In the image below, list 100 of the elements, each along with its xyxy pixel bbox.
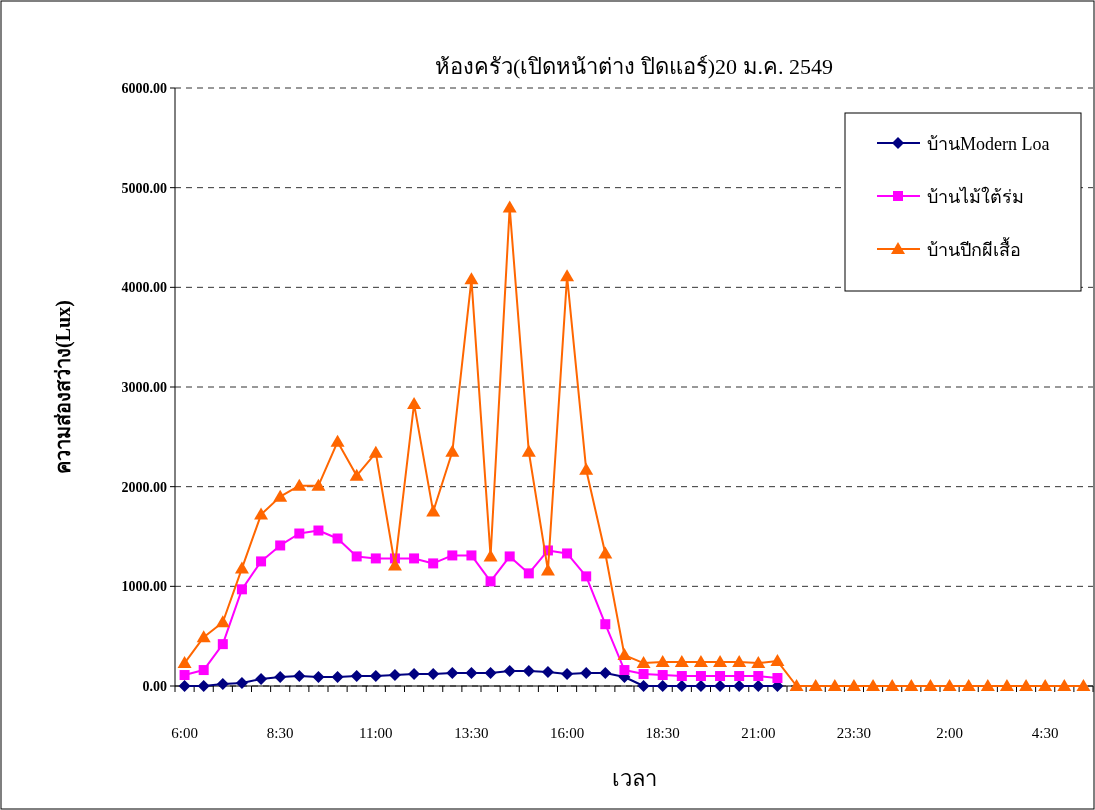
point <box>770 654 785 667</box>
point <box>311 478 326 491</box>
point <box>885 679 900 691</box>
point <box>656 680 669 692</box>
point <box>177 656 192 669</box>
point <box>695 671 706 682</box>
point <box>541 666 554 679</box>
point <box>751 656 766 669</box>
point <box>293 670 306 683</box>
point <box>866 679 881 691</box>
point <box>619 665 630 676</box>
point <box>637 680 650 692</box>
point <box>676 671 687 682</box>
x-tick-label: 11:00 <box>359 725 393 741</box>
point <box>312 671 325 684</box>
y-tick-label: 5000.00 <box>121 180 167 196</box>
legend-label: บ้านModern Loa <box>927 134 1050 154</box>
point <box>1038 679 1053 691</box>
chart-title: ห้องครัว(เปิดหน้าต่าง ปิดแอร์)20 ม.ค. 2549 <box>434 54 834 79</box>
point <box>713 655 728 668</box>
point <box>560 269 575 282</box>
point <box>504 551 515 562</box>
point <box>330 434 345 447</box>
point <box>313 525 324 536</box>
point <box>178 680 191 692</box>
point <box>599 667 612 680</box>
point <box>579 462 594 475</box>
point <box>198 665 209 676</box>
point <box>808 679 823 691</box>
point <box>846 679 861 691</box>
point <box>734 671 745 682</box>
x-axis-title: เวลา <box>611 766 657 791</box>
point <box>447 550 458 561</box>
point <box>446 667 459 680</box>
point <box>484 667 497 680</box>
point <box>827 679 842 691</box>
y-tick-label: 2000.00 <box>121 479 167 495</box>
point <box>561 668 574 681</box>
point <box>674 655 689 668</box>
point <box>617 648 632 661</box>
point <box>638 669 649 680</box>
y-tick-label: 1000.00 <box>121 579 167 595</box>
point <box>523 568 534 579</box>
point <box>179 670 190 681</box>
point <box>485 576 496 587</box>
x-tick-label: 6:00 <box>171 725 198 741</box>
point <box>562 548 573 559</box>
legend-label: บ้านไม้ใต้ร่ม <box>927 186 1024 207</box>
point <box>351 551 362 562</box>
point <box>999 679 1014 691</box>
point <box>388 669 401 682</box>
point <box>197 680 210 692</box>
x-tick-label: 4:30 <box>1031 725 1059 741</box>
point <box>483 549 498 562</box>
point <box>274 671 287 684</box>
point <box>217 639 228 650</box>
point <box>255 673 268 686</box>
point <box>502 200 517 213</box>
point <box>752 680 765 692</box>
point <box>904 679 919 691</box>
point <box>521 444 536 457</box>
point <box>693 655 708 668</box>
point <box>294 528 305 539</box>
point <box>715 671 726 682</box>
point <box>292 478 307 491</box>
point <box>598 546 613 559</box>
point <box>1076 679 1091 691</box>
point <box>540 563 555 576</box>
y-tick-label: 6000.00 <box>121 81 167 96</box>
point <box>445 444 460 457</box>
x-tick-label: 16:00 <box>549 725 585 741</box>
point <box>426 504 441 517</box>
y-tick-label: 3000.00 <box>121 380 167 395</box>
point <box>254 507 269 520</box>
point <box>503 665 516 678</box>
x-tick-label: 2:00 <box>936 725 963 741</box>
point <box>216 678 229 691</box>
point <box>600 619 611 630</box>
point <box>428 558 439 569</box>
point <box>407 396 422 409</box>
point <box>466 550 477 561</box>
point <box>370 553 381 564</box>
point <box>331 671 344 684</box>
point <box>215 615 230 628</box>
point <box>772 673 783 684</box>
y-axis-title: ความส่องสว่าง(Lux) <box>52 300 75 474</box>
x-tick-label: 21:00 <box>741 725 776 741</box>
x-tick-label: 23:30 <box>836 725 872 741</box>
point <box>465 667 478 680</box>
y-tick-label: 4000.00 <box>121 280 167 296</box>
point <box>275 540 286 551</box>
point <box>256 556 267 567</box>
point <box>942 679 957 691</box>
point <box>409 553 420 564</box>
point <box>923 679 938 691</box>
point <box>234 561 249 574</box>
point <box>657 670 668 681</box>
point <box>655 655 670 668</box>
point <box>273 489 288 502</box>
point <box>581 571 592 582</box>
